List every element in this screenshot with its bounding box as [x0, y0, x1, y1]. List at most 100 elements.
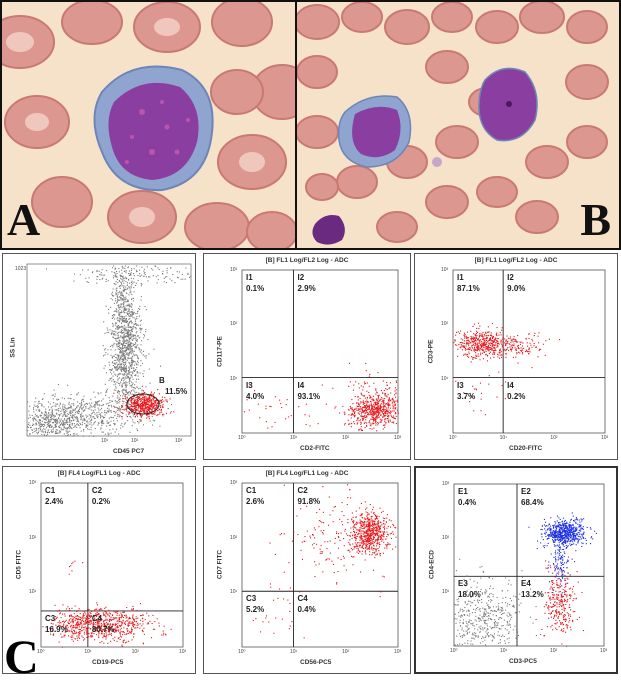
- x-tick: 10³: [601, 435, 608, 441]
- scatter-plot-dots: [3, 254, 196, 460]
- plot-xlabel: CD56-PC5: [300, 659, 331, 666]
- x-tick: 10⁰: [449, 435, 457, 441]
- quadrant-pct: 13.2%: [521, 590, 544, 599]
- x-tick: 10⁰: [450, 648, 458, 654]
- quadrant-pct: 2.9%: [297, 284, 315, 293]
- quadrant-pct: 9.0%: [507, 284, 525, 293]
- quadrant-label: C4: [92, 614, 102, 623]
- y-tick: 10²: [230, 321, 237, 327]
- quadrant-label: I1: [457, 273, 464, 282]
- quadrant-pct: 80.7%: [92, 625, 115, 634]
- quadrant-pct: 5.2%: [246, 605, 264, 614]
- x-tick: 10³: [394, 649, 401, 655]
- quadrant-label: C3: [246, 594, 256, 603]
- quadrant-pct: 0.1%: [246, 284, 264, 293]
- quadrant-pct: 4.0%: [246, 392, 264, 401]
- gate-label: B: [159, 376, 165, 385]
- quadrant-pct: 2.4%: [45, 497, 63, 506]
- x-tick: 10¹: [290, 649, 297, 655]
- quadrant-label: E3: [458, 579, 468, 588]
- plot-xlabel: CD19-PC5: [92, 659, 123, 666]
- micrograph-b: B: [297, 0, 621, 250]
- y-tick: 10³: [442, 481, 449, 487]
- quadrant-label: C4: [297, 594, 307, 603]
- plot-title: [B] FL1 Log/FL2 Log - ADC: [415, 257, 617, 264]
- y-tick: 10¹: [29, 589, 36, 595]
- quadrant-label: C1: [45, 486, 55, 495]
- x-tick: 10²: [342, 649, 349, 655]
- quadrant-label: C2: [92, 486, 102, 495]
- plot-xlabel: CD3-PC5: [509, 658, 537, 665]
- quadrant-pct: 91.8%: [297, 497, 320, 506]
- plot-xlabel: CD20-FITC: [509, 445, 542, 452]
- quadrant-label: I3: [246, 381, 253, 390]
- quadrant-label: I2: [507, 273, 514, 282]
- micrograph-a-image: [2, 2, 297, 248]
- plot-title: [B] FL4 Log/FL1 Log - ADC: [204, 470, 410, 477]
- plot-ylabel: CD7 FITC: [217, 545, 224, 585]
- plot-title: [B] FL4 Log/FL1 Log - ADC: [3, 470, 195, 477]
- y-tick: 10²: [441, 321, 448, 327]
- x-tick: 10¹: [500, 435, 507, 441]
- quadrant-label: C3: [45, 614, 55, 623]
- x-tick: 10³: [394, 435, 401, 441]
- y-tick: 10¹: [441, 376, 448, 382]
- panel-letter-a: A: [7, 193, 40, 246]
- x-tick: 10²: [342, 435, 349, 441]
- micrograph-a: A: [0, 0, 297, 250]
- quadrant-pct: 93.1%: [297, 392, 320, 401]
- x-tick: 10²: [132, 649, 139, 655]
- x-tick: 10²: [550, 648, 557, 654]
- quadrant-pct: 18.0%: [458, 590, 481, 599]
- y-tick: 10²: [442, 535, 449, 541]
- y-tick: 10²: [29, 535, 36, 541]
- quadrant-label: I4: [507, 381, 514, 390]
- plot-title: [B] FL1 Log/FL2 Log - ADC: [204, 257, 410, 264]
- quadrant-pct: 0.4%: [297, 605, 315, 614]
- quadrant-label: I4: [297, 381, 304, 390]
- gate-pct: 11.5%: [165, 387, 187, 396]
- quadrant-pct: 87.1%: [457, 284, 480, 293]
- y-tick-top: 1023: [15, 266, 26, 272]
- quadrant-label: I3: [457, 381, 464, 390]
- x-tick: 10⁰: [238, 435, 246, 441]
- y-tick: 10³: [441, 267, 448, 273]
- x-tick: 10³: [179, 649, 186, 655]
- plot-ylabel: CD5 FITC: [16, 545, 23, 585]
- quadrant-pct: 0.4%: [458, 498, 476, 507]
- x-tick: 10²: [550, 435, 557, 441]
- scatter-ylabel: SS Lin: [10, 337, 17, 357]
- scatter-tick-1: 10¹: [101, 438, 108, 444]
- quadrant-label: E4: [521, 579, 531, 588]
- quadrant-pct: 2.6%: [246, 497, 264, 506]
- x-tick: 10¹: [500, 648, 507, 654]
- quadrant-pct: 3.7%: [457, 392, 475, 401]
- y-tick: 10¹: [230, 376, 237, 382]
- scatter-tick-3: 10³: [175, 438, 182, 444]
- y-tick: 10¹: [230, 589, 237, 595]
- quadrant-label: C1: [246, 486, 256, 495]
- x-tick: 10¹: [84, 649, 91, 655]
- x-tick: 10⁰: [238, 649, 246, 655]
- plot-dots-cd4: [416, 468, 616, 672]
- plot-ylabel: CD4-ECD: [429, 545, 436, 585]
- plot-cd7-cd56: [B] FL4 Log/FL1 Log - ADC CD56-PC5 CD7 FIT…: [203, 466, 411, 674]
- quadrant-pct: 0.2%: [92, 497, 110, 506]
- x-tick: 10¹: [290, 435, 297, 441]
- y-tick: 10³: [230, 267, 237, 273]
- quadrant-pct: 16.9%: [45, 625, 68, 634]
- quadrant-label: I1: [246, 273, 253, 282]
- quadrant-label: E2: [521, 487, 531, 496]
- quadrant-pct: 0.2%: [507, 392, 525, 401]
- scatter-tick-2: 10²: [131, 438, 138, 444]
- quadrant-label: E1: [458, 487, 468, 496]
- panel-letter-b: B: [580, 193, 611, 246]
- y-tick: 10²: [230, 535, 237, 541]
- y-tick: 10³: [29, 480, 36, 486]
- quadrant-label: C2: [297, 486, 307, 495]
- scatter-plot-panel: 1023 SS Lin 10¹ 10² 10³ CD45 PC7 B 11.5%: [2, 253, 196, 460]
- scatter-xlabel: CD45 PC7: [113, 448, 144, 455]
